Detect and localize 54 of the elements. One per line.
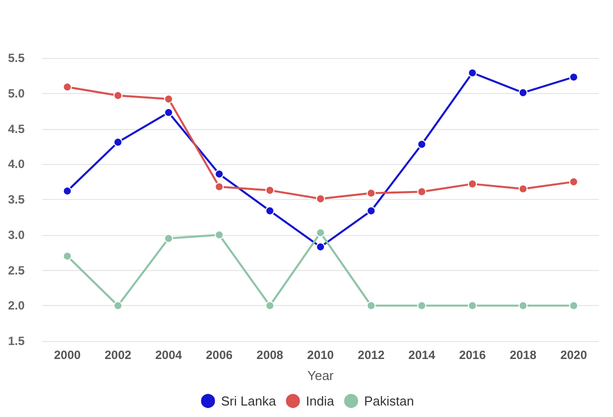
x-axis-title: Year bbox=[307, 368, 334, 383]
y-tick-label: 3.5 bbox=[8, 192, 26, 206]
x-tick-label: 2012 bbox=[358, 348, 385, 362]
point bbox=[316, 228, 325, 238]
y-tick-label: 3.0 bbox=[8, 228, 26, 242]
y-tick-label: 2.5 bbox=[8, 263, 26, 278]
point bbox=[113, 91, 122, 100]
point bbox=[417, 140, 426, 149]
point bbox=[265, 206, 274, 216]
x-tick-label: 2018 bbox=[510, 348, 537, 362]
y-tick-label: 4.0 bbox=[8, 157, 26, 172]
point bbox=[265, 186, 274, 195]
x-tick-label: 2002 bbox=[104, 348, 132, 362]
point bbox=[113, 138, 122, 147]
point bbox=[468, 68, 477, 78]
y-tick-label: 4.5 bbox=[8, 122, 26, 136]
y-tick-label: 5.0 bbox=[8, 86, 26, 100]
point bbox=[113, 301, 122, 310]
legend-label: India bbox=[306, 394, 335, 408]
legend-label: Pakistan bbox=[364, 394, 414, 408]
point bbox=[214, 182, 224, 192]
y-tick-label: 2.0 bbox=[8, 298, 26, 313]
x-tick-label: 2006 bbox=[206, 348, 233, 362]
point bbox=[468, 179, 477, 188]
point bbox=[518, 301, 528, 310]
point bbox=[569, 301, 578, 310]
point bbox=[417, 301, 426, 310]
point bbox=[316, 194, 325, 204]
point bbox=[164, 94, 174, 104]
point bbox=[518, 88, 528, 98]
point bbox=[569, 72, 578, 82]
y-tick-label: 5.5 bbox=[8, 51, 26, 65]
x-tick-label: 2010 bbox=[307, 348, 334, 362]
legend-label: Sri Lanka bbox=[221, 394, 277, 408]
point bbox=[569, 177, 578, 186]
point bbox=[164, 234, 174, 243]
point bbox=[214, 230, 224, 240]
x-tick-label: 2000 bbox=[54, 348, 81, 362]
point bbox=[366, 206, 376, 216]
point bbox=[366, 188, 376, 198]
x-tick-label: 2016 bbox=[459, 348, 486, 362]
point bbox=[214, 170, 224, 179]
point bbox=[316, 242, 325, 252]
point bbox=[468, 301, 477, 310]
point bbox=[518, 184, 528, 194]
point bbox=[265, 301, 274, 310]
point bbox=[62, 252, 72, 261]
x-tick-label: 2004 bbox=[155, 348, 182, 362]
x-tick-label: 2014 bbox=[408, 348, 436, 362]
x-tick-label: 2008 bbox=[256, 348, 284, 362]
x-tick-label: 2020 bbox=[560, 348, 588, 362]
point bbox=[417, 187, 426, 196]
point bbox=[366, 301, 376, 310]
y-tick-label: 1.5 bbox=[8, 334, 26, 348]
